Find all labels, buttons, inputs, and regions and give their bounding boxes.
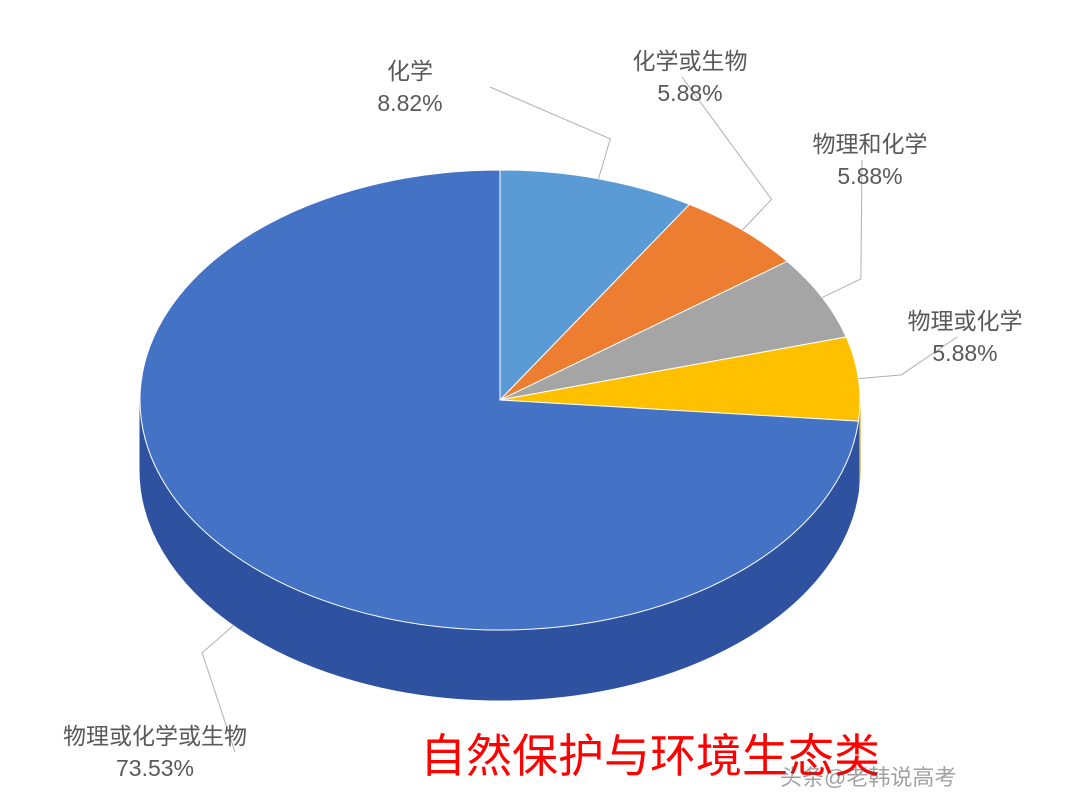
slice-label-pct: 5.88% bbox=[813, 160, 928, 192]
slice-label: 化学 8.82% bbox=[377, 55, 442, 119]
slice-label-name: 物理或化学 bbox=[908, 305, 1023, 337]
slice-label-name: 化学 bbox=[377, 55, 442, 87]
slice-label-pct: 5.88% bbox=[633, 77, 748, 109]
slice-label: 化学或生物 5.88% bbox=[633, 45, 748, 109]
slice-label-name: 化学或生物 bbox=[633, 45, 748, 77]
slice-label-pct: 8.82% bbox=[377, 87, 442, 119]
slice-label: 物理或化学 5.88% bbox=[908, 305, 1023, 369]
watermark-text: 头条@老韩说高考 bbox=[780, 760, 956, 792]
slice-label-pct: 73.53% bbox=[63, 752, 247, 784]
slice-label-name: 物理或化学或生物 bbox=[63, 720, 247, 752]
pie-svg bbox=[0, 0, 1080, 802]
slice-label-name: 物理和化学 bbox=[813, 128, 928, 160]
slice-label: 物理和化学 5.88% bbox=[813, 128, 928, 192]
slice-label: 物理或化学或生物 73.53% bbox=[63, 720, 247, 784]
pie-chart-3d bbox=[0, 0, 1080, 802]
slice-label-pct: 5.88% bbox=[908, 337, 1023, 369]
